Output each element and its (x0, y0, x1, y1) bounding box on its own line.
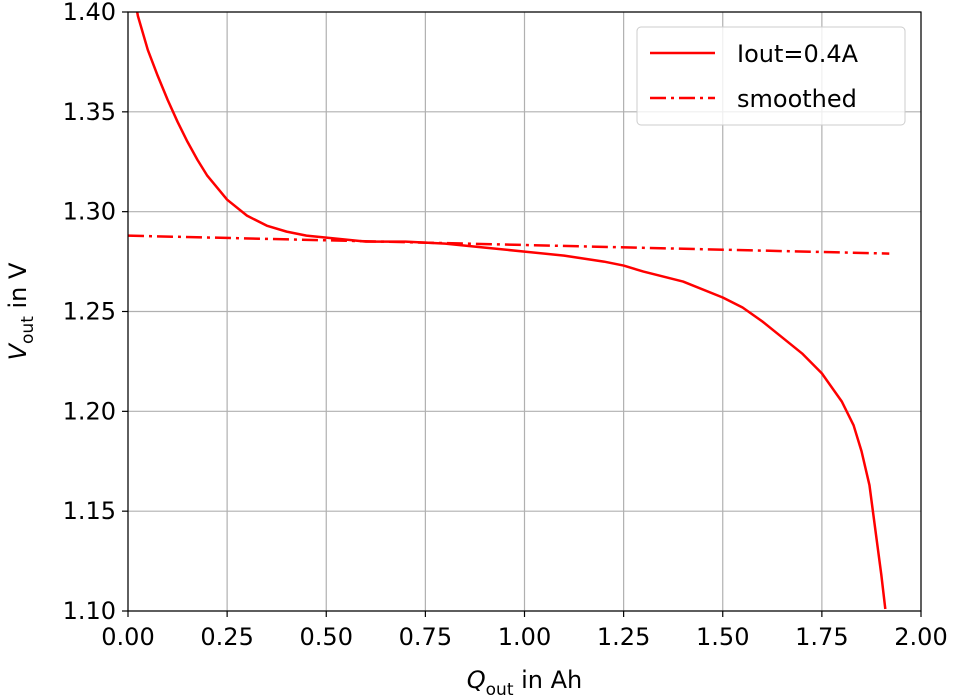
x-tick-label: 1.25 (597, 623, 650, 651)
ticks: 0.00 0.25 0.50 0.75 1.00 1.25 1.50 1.75 2.00 1.10… (63, 0, 948, 651)
y-tick-label: 1.20 (63, 397, 116, 425)
x-tick-label: 0.25 (200, 623, 253, 651)
y-tick-label: 1.15 (63, 497, 116, 525)
y-axis-unit: in V (4, 262, 32, 316)
y-axis-symbol: V (4, 342, 32, 360)
x-tick-label: 0.75 (399, 623, 452, 651)
series-layer (128, 12, 890, 610)
x-tick-label: 1.75 (795, 623, 848, 651)
y-tick-label: 1.35 (63, 98, 116, 126)
x-axis-subscript: out (486, 680, 514, 698)
series-line-iout (135, 12, 887, 610)
x-tick-label: 1.00 (498, 623, 551, 651)
x-axis-unit: in Ah (513, 666, 582, 694)
x-tick-label: 0.50 (300, 623, 353, 651)
legend-label-iout: Iout=0.4A (737, 40, 859, 68)
y-tick-label: 1.25 (63, 298, 116, 326)
y-tick-label: 1.30 (63, 198, 116, 226)
x-tick-label: 0.00 (101, 623, 154, 651)
x-axis-symbol: Q (467, 666, 486, 694)
legend-box (636, 26, 906, 126)
legend: Iout=0.4A smoothed (636, 26, 906, 126)
x-axis-label: Qout in Ah (467, 666, 583, 698)
y-axis-label: Vout in V (4, 262, 38, 360)
x-tick-label: 1.50 (696, 623, 749, 651)
y-tick-label: 1.40 (63, 0, 116, 26)
y-tick-label: 1.10 (63, 597, 116, 625)
x-tick-label: 2.00 (894, 623, 947, 651)
y-axis-subscript: out (18, 316, 38, 344)
series-line-smoothed (128, 234, 890, 255)
legend-label-smoothed: smoothed (737, 85, 857, 113)
grid (127, 11, 922, 612)
